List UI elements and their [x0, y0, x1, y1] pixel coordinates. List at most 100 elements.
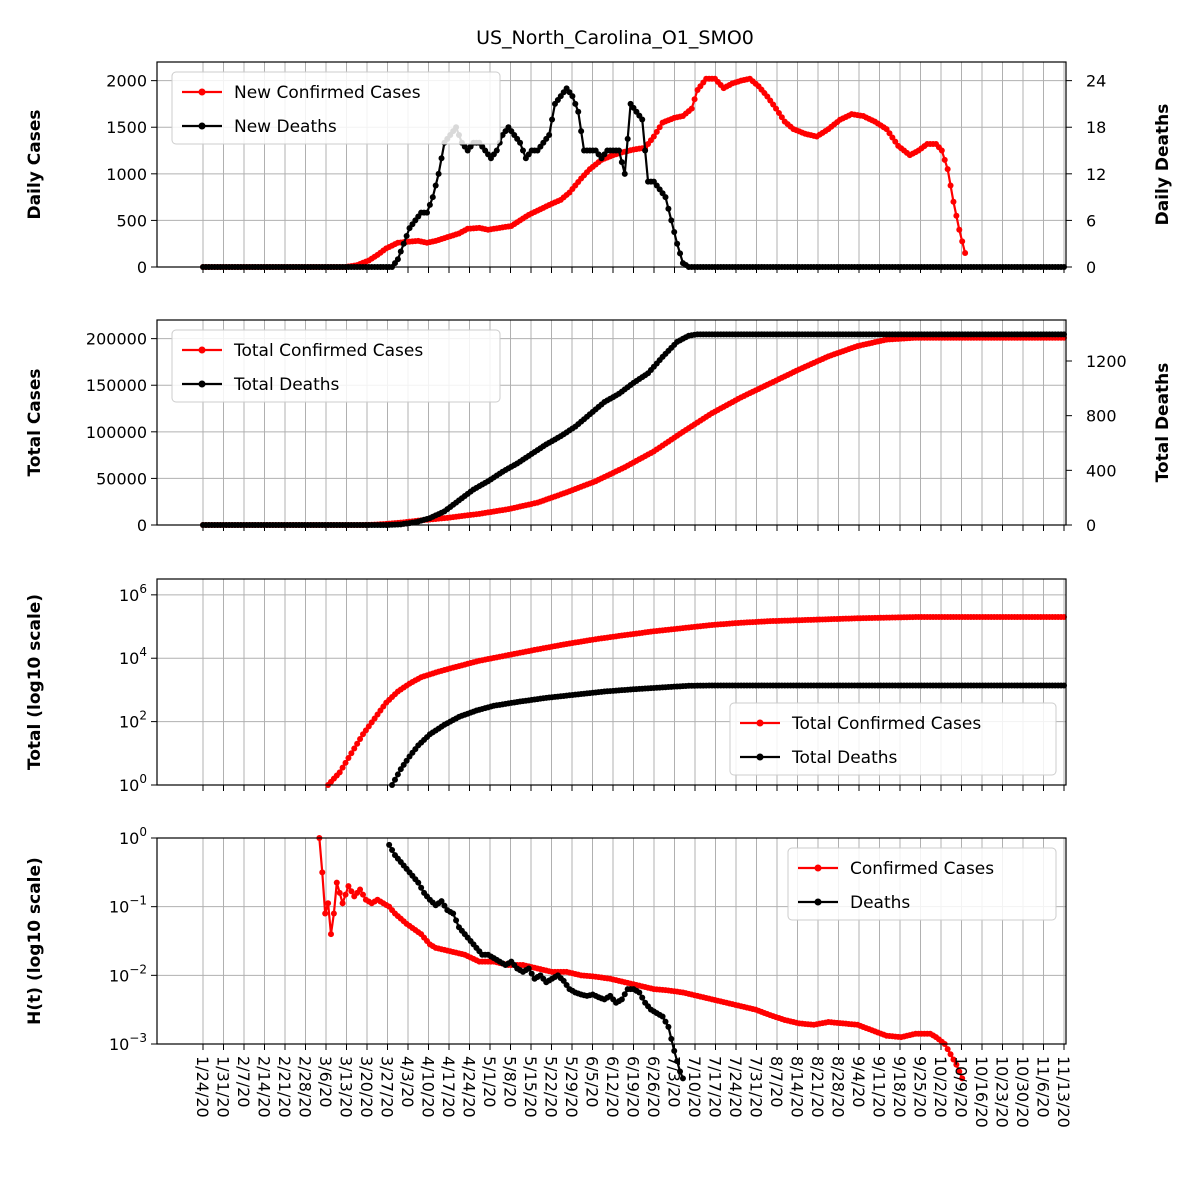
- x-tick-label: 7/3/20: [665, 1056, 684, 1108]
- y-tick-base: 10: [119, 829, 139, 848]
- x-tick-label: 3/6/20: [316, 1056, 335, 1108]
- legend-marker: [198, 122, 206, 130]
- y-tick-label: 10−2: [109, 962, 147, 985]
- x-tick-label: 2/14/20: [255, 1056, 274, 1118]
- y-right-tick-label: 0: [1086, 258, 1096, 277]
- y-tick-base: 10: [119, 776, 139, 795]
- data-point: [947, 1051, 954, 1058]
- y-tick-label: 150000: [86, 376, 147, 395]
- legend: Total Confirmed Cases Total Deaths: [171, 329, 501, 403]
- chart-title: US_North_Carolina_O1_SMO0: [476, 27, 754, 49]
- legend-marker: [814, 864, 822, 872]
- data-point: [394, 771, 401, 778]
- y-axis-label: Total Cases: [25, 368, 45, 476]
- data-point: [348, 750, 355, 757]
- y-tick-label: 200000: [86, 330, 147, 349]
- data-point: [342, 759, 349, 766]
- data-point: [572, 100, 579, 107]
- x-tick-label: 10/2/20: [931, 1056, 950, 1118]
- y-right-tick-label: 400: [1086, 461, 1117, 480]
- data-point: [668, 1035, 675, 1042]
- legend: Confirmed Cases Deaths: [787, 847, 1057, 921]
- y-tick-base: 10: [119, 586, 139, 605]
- y-tick-label: 106: [119, 582, 147, 605]
- y-axis-label: Daily Cases: [25, 110, 45, 220]
- y-tick-exponent: 0: [139, 825, 147, 839]
- data-point: [956, 1068, 963, 1075]
- y-axis-label: Total (log10 scale): [25, 594, 45, 770]
- legend-label: Total Confirmed Cases: [233, 341, 423, 361]
- y-tick-exponent: −2: [129, 962, 147, 976]
- data-point: [438, 898, 445, 905]
- y-tick-base: 10: [109, 898, 129, 917]
- y-right-axis-label: Daily Deaths: [1153, 104, 1173, 226]
- x-tick-label: 6/26/20: [644, 1056, 663, 1118]
- y-right-tick-label: 6: [1086, 211, 1096, 230]
- data-point: [345, 883, 352, 890]
- series-deaths: [389, 682, 1067, 788]
- data-point: [778, 114, 785, 121]
- y-tick-base: 10: [119, 713, 139, 732]
- data-point: [569, 93, 576, 100]
- x-tick-label: 9/18/20: [890, 1056, 909, 1118]
- legend-label: Deaths: [850, 893, 910, 913]
- x-tick-label: 11/13/20: [1054, 1056, 1073, 1128]
- data-point: [886, 130, 893, 137]
- data-point: [435, 170, 442, 177]
- y-tick-label: 0: [137, 258, 147, 277]
- data-point: [938, 147, 945, 154]
- legend: Total Confirmed Cases Total Deaths: [729, 702, 1057, 776]
- data-point: [679, 1075, 686, 1082]
- series-deaths: [386, 841, 686, 1082]
- data-point: [403, 757, 410, 764]
- x-tick-label: 9/25/20: [911, 1056, 930, 1118]
- data-point: [389, 847, 396, 854]
- axes-frame: [156, 61, 1067, 268]
- data-point: [429, 194, 436, 201]
- x-tick-label: 4/10/20: [419, 1056, 438, 1118]
- data-point: [357, 736, 364, 743]
- x-tick-label: 5/22/20: [542, 1056, 561, 1118]
- data-point: [650, 133, 657, 140]
- x-tick-label: 8/14/20: [788, 1056, 807, 1118]
- legend-box: [787, 847, 1057, 921]
- y-tick-base: 10: [109, 1035, 129, 1054]
- data-point: [336, 769, 343, 776]
- data-point: [618, 996, 625, 1003]
- data-point: [639, 116, 646, 123]
- data-point: [359, 891, 366, 898]
- x-tick-labels: 1/24/20 1/31/20 2/7/20 2/14/20 2/21/20 2/28/2…: [193, 1056, 1073, 1128]
- x-tick-label: 7/10/20: [685, 1056, 704, 1118]
- legend-label: New Deaths: [234, 117, 337, 137]
- data-point: [397, 766, 404, 773]
- y-tick-label: 100000: [86, 423, 147, 442]
- data-point: [636, 989, 643, 996]
- data-point: [941, 156, 948, 163]
- data-point: [773, 105, 780, 112]
- x-tick-label: 7/17/20: [706, 1056, 725, 1118]
- x-tick-label: 2/7/20: [234, 1056, 253, 1108]
- y-tick-label: 10−1: [109, 894, 147, 917]
- x-tick-label: 5/29/20: [562, 1056, 581, 1118]
- data-point: [677, 250, 684, 257]
- data-point: [391, 776, 398, 783]
- data-point: [615, 147, 622, 154]
- data-point: [415, 879, 422, 886]
- y-right-tick-label: 24: [1086, 72, 1106, 91]
- data-point: [959, 1075, 966, 1082]
- y-tick-label: 0: [137, 516, 147, 535]
- data-point: [336, 889, 343, 896]
- x-tick-label: 2/21/20: [275, 1056, 294, 1118]
- data-point: [319, 869, 326, 876]
- data-point: [956, 226, 963, 233]
- data-point: [950, 198, 957, 205]
- legend-marker: [756, 753, 764, 761]
- data-point: [691, 96, 698, 103]
- y-tick-label: 1500: [106, 118, 147, 137]
- legend-marker: [198, 380, 206, 388]
- data-point: [397, 248, 404, 255]
- data-point: [674, 1058, 681, 1065]
- data-point: [400, 240, 407, 247]
